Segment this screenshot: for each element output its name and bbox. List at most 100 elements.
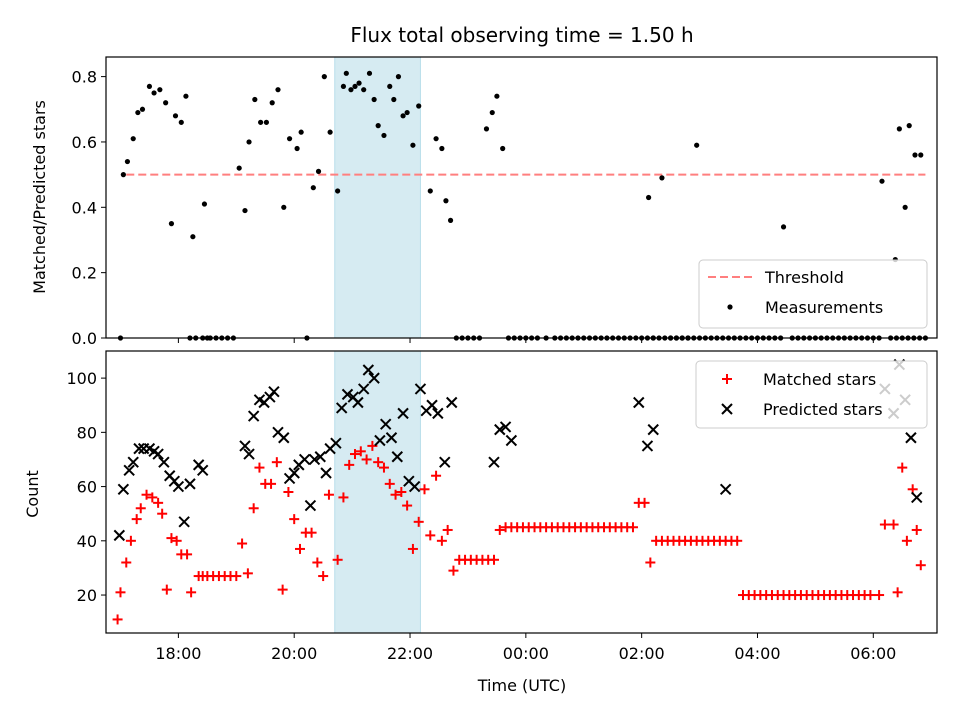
top-y-tick-label: 0.8 <box>72 68 97 87</box>
bottom-x-tick-label: 22:00 <box>387 644 433 663</box>
predicted-star-point <box>494 423 506 436</box>
measurement-point <box>410 142 416 148</box>
predicted-star-point <box>488 456 500 468</box>
measurement-point <box>275 87 281 93</box>
matched-star-point <box>915 560 926 571</box>
measurement-point <box>258 119 264 125</box>
measurement-point <box>391 96 397 103</box>
measurement-point <box>190 234 196 240</box>
matched-star-point <box>112 614 123 625</box>
predicted-star-point <box>362 364 375 376</box>
measurement-point <box>242 207 248 214</box>
measurement-point <box>439 145 445 152</box>
measurement-point <box>146 83 153 90</box>
matched-star-point <box>171 535 182 546</box>
bottom-x-tick-label: 20:00 <box>271 644 317 663</box>
bottom-y-tick-label: 40 <box>77 532 97 551</box>
predicted-star-point <box>308 453 321 466</box>
top-plot-area: 0.0 0.2 0.4 0.6 0.8 <box>72 56 938 348</box>
predicted-star-point <box>432 407 444 420</box>
measurement-point <box>236 165 242 171</box>
measurement-point <box>381 132 387 139</box>
predicted-star-point <box>368 372 380 384</box>
predicted-star-point <box>243 448 255 460</box>
predicted-star-point <box>379 418 392 430</box>
matched-star-point <box>231 571 242 582</box>
measurement-point <box>178 119 184 125</box>
measurement-point <box>286 136 293 142</box>
predicted-star-point <box>352 396 364 409</box>
matched-star-point <box>332 554 343 565</box>
measurement-point <box>315 168 322 174</box>
measurement-point <box>335 188 341 194</box>
measurement-point <box>281 204 287 210</box>
measurement-point <box>416 103 422 109</box>
matched-star-point <box>448 565 459 576</box>
predicted-star-point <box>911 491 923 504</box>
measurement-point <box>400 113 406 119</box>
matched-star-point <box>407 543 418 554</box>
matched-star-point <box>396 487 407 497</box>
matched-star-point <box>344 459 355 470</box>
matched-star-point <box>294 543 305 554</box>
predicted-star-point <box>239 440 251 452</box>
matched-star-point <box>911 524 922 535</box>
measurement-point <box>375 123 381 129</box>
measurement-point <box>912 152 918 158</box>
matched-star-point <box>402 500 413 511</box>
predicted-star-point <box>184 478 196 490</box>
predicted-star-point <box>158 456 170 468</box>
matched-star-point <box>888 519 899 530</box>
measurement-point <box>124 158 131 165</box>
matched-star-point <box>378 462 389 473</box>
predicted-legend-label: Predicted stars <box>763 400 883 419</box>
predicted-star-point <box>178 516 190 528</box>
measurement-point <box>780 224 787 230</box>
predicted-star-point <box>268 385 280 398</box>
predicted-star-point <box>385 432 398 444</box>
bottom-x-tick-label: 02:00 <box>619 644 665 663</box>
matched-star-point <box>865 590 876 601</box>
measurement-point <box>489 109 495 116</box>
top-legend-box <box>698 259 928 329</box>
measurement-point <box>163 100 169 106</box>
matched-star-point <box>266 478 277 489</box>
measurement-point <box>201 201 208 207</box>
top-y-tick-label: 0.2 <box>72 264 97 283</box>
measurement-point <box>433 136 439 142</box>
bottom-plot-area: 20 40 60 80 100 18:00 20:00 22:00 00:00 02:00 04:0… <box>66 350 938 663</box>
predicted-star-point <box>113 529 126 542</box>
matched-star-point <box>125 535 136 546</box>
x-axis-label: Time (UTC) <box>477 676 566 695</box>
measurement-point <box>168 221 175 227</box>
matched-star-point <box>419 484 430 495</box>
measurement-point <box>361 87 367 93</box>
predicted-star-point <box>633 396 645 409</box>
matched-star-point <box>413 516 424 527</box>
matched-star-point <box>436 535 447 546</box>
matched-star-point <box>254 462 265 473</box>
measurement-point <box>294 145 300 152</box>
matched-star-point <box>384 478 395 489</box>
matched-star-point <box>350 449 361 460</box>
predicted-star-point <box>133 442 145 455</box>
matched-star-point <box>312 557 323 568</box>
matched-star-point <box>186 587 197 598</box>
predicted-star-point <box>278 432 290 444</box>
predicted-legend-swatch <box>721 403 733 415</box>
predicted-star-point <box>439 456 451 468</box>
measurement-point <box>183 93 189 99</box>
predicted-star-point <box>247 410 260 422</box>
matched-star-point <box>237 538 248 549</box>
matched-star-point <box>115 587 126 598</box>
predicted-star-point <box>320 467 332 479</box>
predicted-star-point <box>408 480 421 493</box>
measurement-point <box>263 119 270 125</box>
predicted-star-point <box>647 423 659 436</box>
matched-star-point <box>355 446 366 457</box>
measurement-point <box>269 100 275 106</box>
predicted-star-point <box>172 480 185 493</box>
predicted-star-point <box>152 448 164 460</box>
top-legend: Threshold Measurements <box>698 259 928 329</box>
